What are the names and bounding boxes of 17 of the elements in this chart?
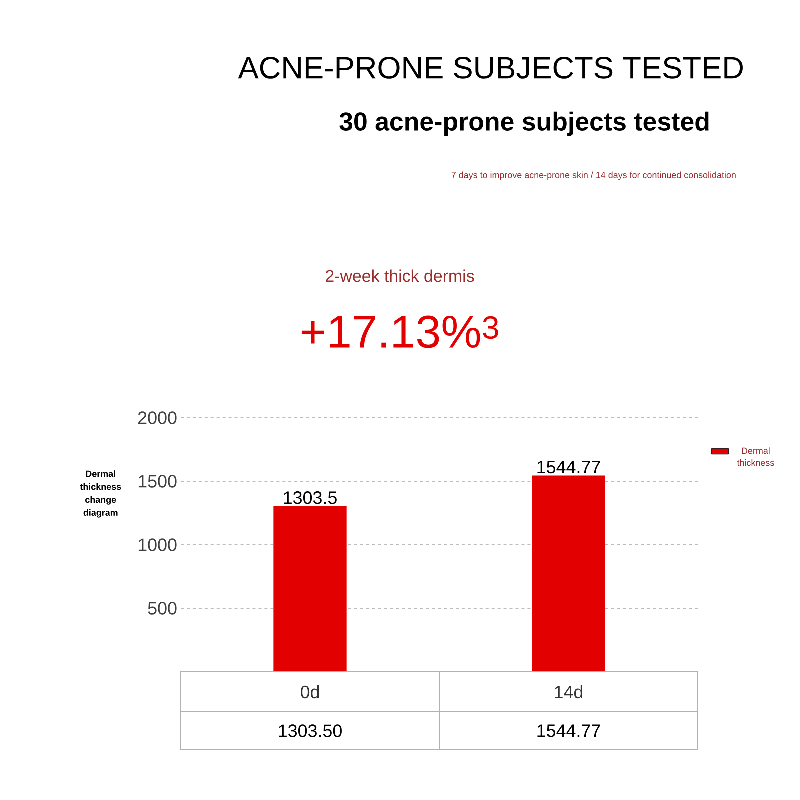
chart-subtitle: 30 acne-prone subjects tested bbox=[340, 112, 709, 136]
text: 1544.77 bbox=[538, 724, 600, 738]
text: 2-week thick dermis bbox=[326, 270, 474, 282]
text: +17.13%$^{3}$ bbox=[302, 316, 498, 348]
y-tick-label: 2000 bbox=[138, 412, 177, 424]
data-label: 1303.5 bbox=[284, 492, 337, 504]
x-tick-label: 14d bbox=[555, 685, 583, 699]
y-tick-label: 500 bbox=[148, 602, 177, 615]
data-label: 1544.77 bbox=[538, 461, 600, 474]
legend-label: Dermal thickness bbox=[737, 448, 774, 466]
x-tick-label: 0d bbox=[300, 685, 320, 699]
y-tick-label: 1000 bbox=[138, 538, 177, 552]
y-axis-title: Dermal thickness change diagram bbox=[80, 470, 122, 518]
y-tick-label: 1500 bbox=[138, 475, 177, 488]
text: 1303.50 bbox=[279, 724, 342, 738]
text: 7 days to improve acne-prone skin / 14 days for continued consolidation bbox=[452, 172, 736, 180]
chart-title: ACNE-PRONE SUBJECTS TESTED bbox=[238, 57, 743, 79]
